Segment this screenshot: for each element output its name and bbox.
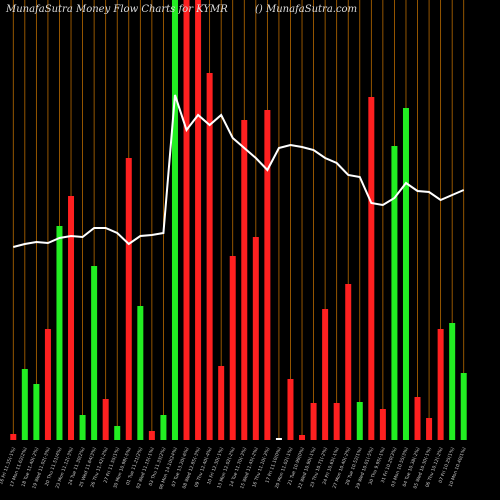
plot [10,0,467,440]
bar [125,158,132,440]
bar [287,379,294,440]
bar [195,0,202,440]
bar [33,384,40,440]
bar [137,306,144,440]
bar [91,266,98,440]
bar [241,120,248,440]
bar [148,431,155,440]
chart-subtitle: () MunafaSutra.com [255,4,357,15]
bar [426,418,433,440]
bar [21,369,28,440]
bar [79,415,86,440]
bar [44,329,51,440]
bar [102,399,109,440]
bar [171,0,178,440]
bar [218,366,225,440]
bar [299,435,306,440]
bar [333,403,340,440]
bar [10,434,17,440]
bar [275,438,282,440]
bar [460,373,467,440]
chart-title: MunafaSutra Money Flow Charts for KYMR [5,4,228,15]
bar [414,397,421,440]
bar [379,409,386,440]
bar [356,402,363,440]
bar [391,146,398,440]
bar [368,97,375,440]
bar [437,329,444,440]
bar [322,309,329,440]
bar [449,323,456,440]
bar [56,226,63,440]
money-flow-line [13,94,465,248]
bar [206,73,213,440]
bar [345,284,352,440]
bar [310,403,317,440]
bar [402,108,409,440]
bar [114,426,121,440]
bar [183,0,190,440]
bar [229,256,236,440]
bar [252,237,259,440]
bar [264,110,271,440]
bar [68,196,75,440]
bar [160,415,167,440]
